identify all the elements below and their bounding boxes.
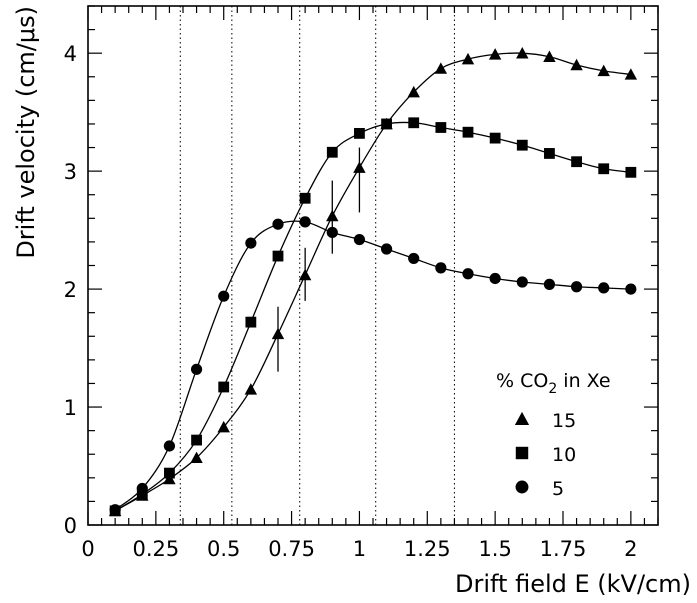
marker-triangle bbox=[624, 68, 638, 80]
x-tick-label: 0.25 bbox=[132, 537, 179, 561]
legend-label: 10 bbox=[552, 444, 576, 466]
marker-circle bbox=[435, 262, 447, 274]
marker-square bbox=[571, 156, 582, 168]
marker-triangle bbox=[353, 161, 366, 173]
marker-triangle bbox=[461, 52, 475, 65]
marker-circle bbox=[190, 363, 203, 375]
marker-triangle bbox=[434, 62, 448, 74]
marker-square bbox=[435, 122, 447, 133]
marker-triangle bbox=[407, 85, 420, 98]
marker-triangle bbox=[488, 48, 502, 60]
marker-square bbox=[408, 117, 420, 129]
legend: % CO2 in Xe 15 10 5 bbox=[496, 370, 611, 500]
marker-square bbox=[598, 163, 610, 175]
marker-triangle bbox=[597, 64, 610, 77]
legend-marker-square bbox=[515, 446, 529, 460]
marker-square bbox=[462, 126, 474, 138]
marker-circle bbox=[272, 218, 284, 230]
marker-square bbox=[544, 148, 555, 159]
marker-circle bbox=[163, 440, 176, 452]
marker-circle bbox=[299, 216, 311, 228]
y-tick-label: 3 bbox=[64, 160, 77, 184]
axis-ticks bbox=[87, 5, 659, 526]
marker-triangle bbox=[543, 50, 556, 62]
marker-triangle bbox=[570, 58, 583, 71]
marker-circle bbox=[136, 482, 148, 495]
marker-circle bbox=[462, 268, 474, 280]
legend-marker-triangle bbox=[514, 411, 530, 426]
marker-circle bbox=[625, 283, 637, 295]
marker-square bbox=[245, 316, 257, 328]
marker-square bbox=[191, 434, 202, 446]
x-tick-label: 1.5 bbox=[478, 537, 511, 561]
marker-circle bbox=[598, 282, 610, 294]
marker-triangle bbox=[244, 383, 258, 395]
marker-square bbox=[516, 139, 528, 151]
marker-triangle bbox=[217, 420, 230, 433]
marker-square bbox=[381, 118, 392, 130]
x-tick-label: 2 bbox=[624, 537, 637, 561]
marker-square bbox=[218, 381, 230, 393]
marker-circle bbox=[218, 290, 230, 302]
marker-triangle bbox=[163, 472, 176, 485]
x-tick-label: 0.75 bbox=[268, 537, 315, 561]
marker-circle bbox=[353, 233, 366, 246]
marker-circle bbox=[408, 252, 420, 265]
marker-circle bbox=[489, 272, 501, 285]
marker-square bbox=[326, 146, 338, 158]
marker-triangle bbox=[298, 268, 312, 281]
marker-square bbox=[625, 166, 637, 178]
series-curve-15 bbox=[114, 52, 631, 512]
marker-triangle bbox=[271, 327, 285, 340]
marker-square bbox=[299, 192, 311, 204]
series-curve-5 bbox=[114, 220, 631, 511]
y-axis-title: Drift velocity (cm/μs) bbox=[12, 6, 40, 259]
marker-circle bbox=[245, 237, 257, 249]
legend-label: 5 bbox=[552, 478, 564, 500]
x-axis-title: Drift field E (kV/cm) bbox=[455, 570, 691, 598]
data-markers bbox=[108, 46, 638, 517]
marker-circle bbox=[380, 243, 393, 255]
legend-marker-circle bbox=[515, 480, 529, 494]
x-tick-label: 1 bbox=[353, 537, 366, 561]
x-tick-label: 0.5 bbox=[207, 537, 240, 561]
marker-triangle bbox=[326, 209, 339, 222]
marker-square bbox=[136, 488, 148, 500]
marker-square bbox=[164, 467, 175, 479]
legend-entries: 15 10 5 bbox=[514, 410, 576, 500]
x-tick-label: 0 bbox=[81, 537, 94, 561]
marker-circle bbox=[109, 504, 121, 516]
marker-square bbox=[489, 132, 501, 144]
marker-square bbox=[354, 127, 365, 139]
marker-circle bbox=[570, 281, 583, 293]
y-tick-label: 4 bbox=[64, 42, 77, 66]
y-tick-label: 2 bbox=[64, 278, 77, 302]
vertical-reference-lines bbox=[179, 6, 455, 525]
y-tick-label: 1 bbox=[64, 396, 77, 420]
error-bars bbox=[277, 147, 361, 372]
marker-circle bbox=[543, 278, 556, 290]
x-tick-label: 1.75 bbox=[540, 537, 587, 561]
marker-square bbox=[272, 250, 284, 262]
marker-triangle bbox=[190, 451, 203, 464]
legend-label: 15 bbox=[552, 410, 576, 432]
axis-tick-labels: 0 0.25 0.5 0.75 1 1.25 1.5 1.75 2 0 1 2 3 4 bbox=[64, 42, 638, 561]
legend-title: % CO2 in Xe bbox=[496, 370, 611, 397]
marker-circle bbox=[516, 276, 528, 288]
marker-circle bbox=[326, 226, 338, 239]
marker-triangle bbox=[516, 46, 529, 59]
x-tick-label: 1.25 bbox=[404, 537, 451, 561]
y-tick-label: 0 bbox=[64, 514, 77, 538]
